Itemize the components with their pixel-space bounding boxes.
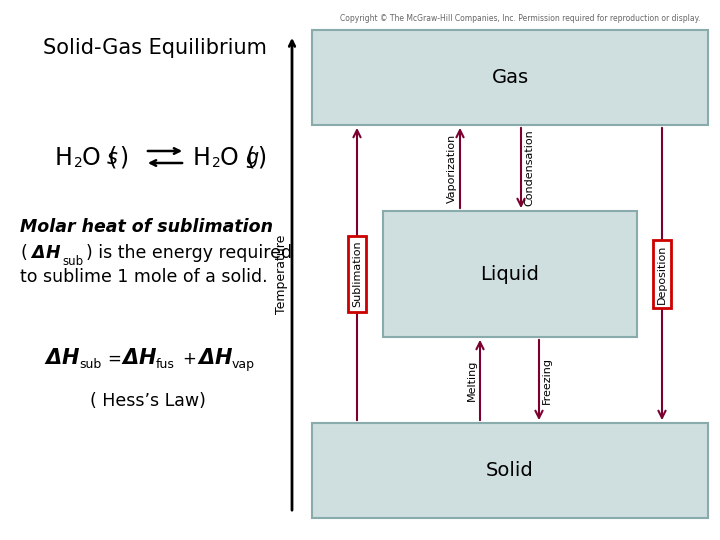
Text: ): ) bbox=[119, 146, 128, 170]
Text: 2: 2 bbox=[74, 156, 83, 170]
Text: Molar heat of sublimation: Molar heat of sublimation bbox=[20, 218, 273, 236]
Text: fus: fus bbox=[156, 358, 175, 371]
Text: Sublimation: Sublimation bbox=[352, 241, 362, 307]
Text: Δ: Δ bbox=[122, 348, 138, 368]
Text: H: H bbox=[55, 146, 73, 170]
Bar bbox=[312, 423, 708, 518]
Text: ) is the energy required: ) is the energy required bbox=[86, 244, 292, 262]
Text: H: H bbox=[62, 348, 79, 368]
Text: H: H bbox=[139, 348, 156, 368]
Text: 2: 2 bbox=[212, 156, 221, 170]
Text: Deposition: Deposition bbox=[657, 244, 667, 303]
Text: =: = bbox=[107, 350, 121, 368]
Text: Temperature: Temperature bbox=[276, 234, 289, 314]
Text: +: + bbox=[182, 350, 196, 368]
Text: Δ: Δ bbox=[45, 348, 61, 368]
Text: Condensation: Condensation bbox=[524, 130, 534, 206]
Text: sub: sub bbox=[79, 358, 102, 371]
Text: H: H bbox=[46, 244, 60, 262]
Text: Δ: Δ bbox=[198, 348, 214, 368]
Text: Freezing: Freezing bbox=[542, 356, 552, 403]
Text: O (: O ( bbox=[220, 146, 256, 170]
Bar bbox=[312, 30, 708, 125]
Text: Vaporization: Vaporization bbox=[447, 133, 457, 202]
Text: Solid-Gas Equilibrium: Solid-Gas Equilibrium bbox=[43, 38, 267, 58]
Text: (: ( bbox=[20, 244, 27, 262]
Bar bbox=[383, 211, 637, 337]
Text: Gas: Gas bbox=[492, 68, 528, 87]
Text: Solid: Solid bbox=[486, 461, 534, 480]
Text: Copyright © The McGraw-Hill Companies, Inc. Permission required for reproduction: Copyright © The McGraw-Hill Companies, I… bbox=[340, 14, 700, 23]
Text: g: g bbox=[245, 148, 258, 168]
Text: Liquid: Liquid bbox=[480, 265, 539, 284]
Text: Δ: Δ bbox=[31, 244, 45, 262]
Text: ): ) bbox=[257, 146, 266, 170]
Text: sub: sub bbox=[62, 255, 83, 268]
Text: O (: O ( bbox=[82, 146, 117, 170]
Text: s: s bbox=[107, 148, 118, 168]
Text: H: H bbox=[193, 146, 211, 170]
Text: vap: vap bbox=[232, 358, 255, 371]
Text: ( Hess’s Law): ( Hess’s Law) bbox=[90, 392, 206, 410]
Text: to sublime 1 mole of a solid.: to sublime 1 mole of a solid. bbox=[20, 268, 268, 286]
Text: H: H bbox=[215, 348, 233, 368]
Text: Melting: Melting bbox=[467, 359, 477, 401]
